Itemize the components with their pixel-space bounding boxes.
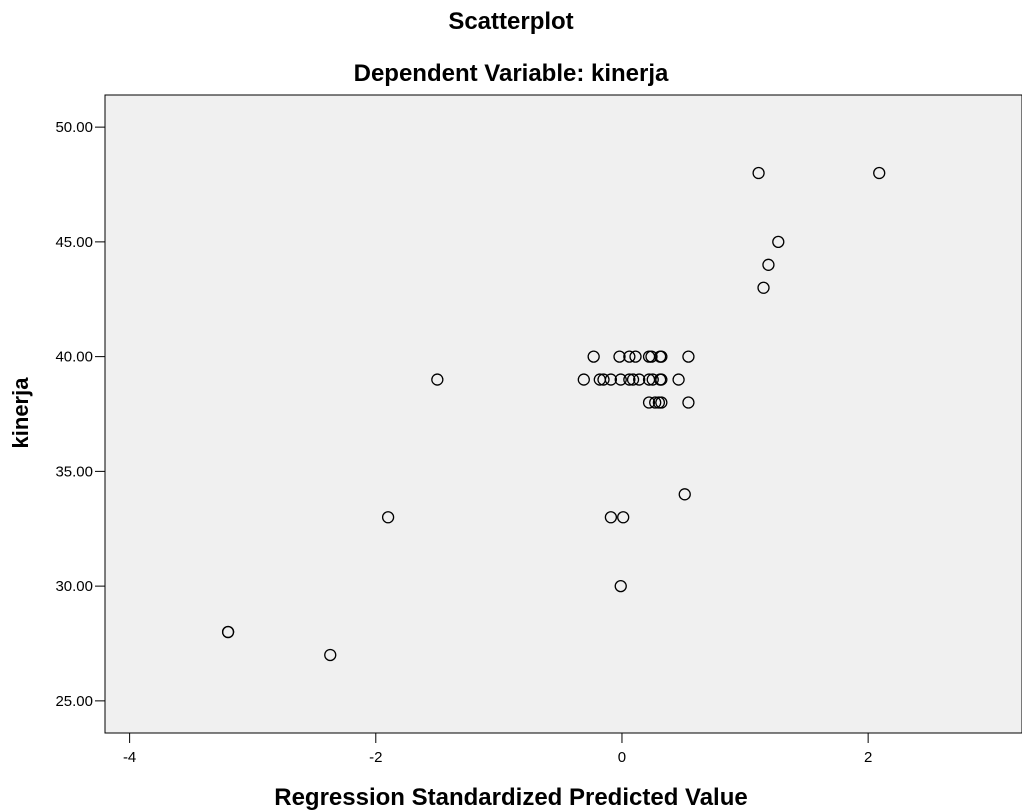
data-point — [623, 373, 636, 386]
data-point — [604, 511, 618, 524]
data-point — [614, 579, 627, 593]
data-point — [752, 166, 765, 180]
data-point — [431, 373, 444, 386]
y-tick-label: 40.00 — [55, 349, 93, 366]
data-point — [655, 373, 668, 386]
x-axis-label: Regression Standardized Predicted Value — [274, 784, 748, 811]
x-axis: -4 -2 0 2 — [123, 733, 872, 766]
data-point — [597, 373, 610, 386]
x-tick-label: -2 — [369, 749, 382, 766]
y-axis: 25.00 30.00 35.00 40.00 45.00 50.00 — [55, 119, 105, 710]
data-point — [614, 373, 627, 386]
data-point — [645, 350, 658, 363]
data-point — [649, 396, 662, 409]
data-point — [623, 350, 636, 363]
chart-title: Scatterplot — [448, 8, 574, 35]
data-point — [629, 350, 642, 363]
data-point — [655, 350, 668, 363]
data-point — [633, 373, 646, 386]
data-point — [646, 373, 659, 386]
data-point — [604, 373, 618, 386]
data-point — [757, 281, 770, 294]
data-point — [678, 488, 691, 501]
y-axis-label: kinerja — [8, 377, 33, 449]
data-point — [682, 396, 695, 409]
y-tick-label: 25.00 — [55, 693, 93, 710]
y-tick-label: 45.00 — [55, 234, 93, 251]
data-point — [682, 350, 695, 363]
data-point — [577, 373, 590, 386]
chart-subtitle: Dependent Variable: kinerja — [353, 60, 669, 87]
data-point — [762, 258, 775, 271]
y-tick-label: 35.00 — [55, 463, 93, 480]
data-point — [626, 373, 640, 386]
data-point — [655, 396, 668, 409]
data-point — [642, 396, 656, 409]
x-tick-label: 0 — [618, 749, 626, 766]
x-tick-label: 2 — [864, 749, 872, 766]
data-point — [381, 511, 395, 524]
data-point — [672, 373, 685, 386]
data-points — [221, 166, 886, 662]
data-point — [617, 511, 630, 524]
data-point — [324, 648, 337, 662]
y-tick-label: 50.00 — [55, 119, 93, 136]
plot-area — [104, 94, 1022, 734]
data-point — [587, 350, 600, 363]
data-point — [613, 350, 626, 363]
x-tick-label: -4 — [123, 749, 136, 766]
data-point — [772, 235, 785, 249]
y-tick-label: 30.00 — [55, 578, 93, 595]
data-point — [221, 625, 235, 639]
data-point — [873, 166, 886, 180]
